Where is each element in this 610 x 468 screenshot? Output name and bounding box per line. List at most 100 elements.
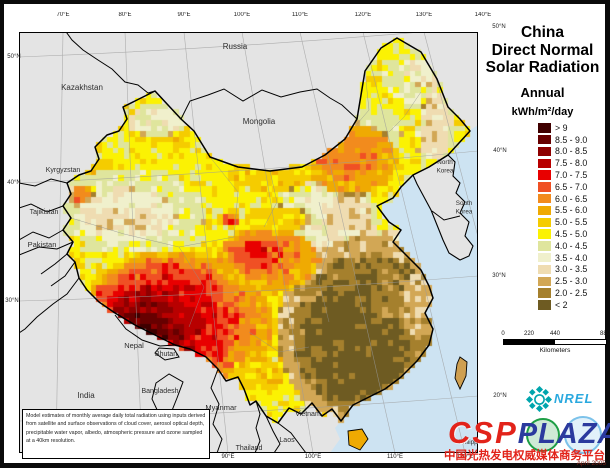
legend-swatch	[538, 300, 551, 310]
country-label-kyrgyzstan: Kyrgyzstan	[46, 167, 81, 174]
country-label-russia: Russia	[223, 42, 248, 51]
legend: > 9 8.5 - 9.0 8.0 - 8.5 7.5 - 8.0 7.0 - 7.5 6…	[538, 122, 587, 311]
legend-swatch	[538, 264, 551, 275]
tick-label: 100°E	[233, 12, 251, 18]
legend-label: < 2	[555, 299, 568, 310]
tick-label: 130°E	[415, 12, 433, 18]
map-area: Russia Kazakhstan Mongolia Kyrgyzstan Tajiki…	[19, 32, 478, 453]
scale-bar-tick: 880	[599, 331, 610, 337]
legend-swatch	[538, 182, 551, 192]
legend-label: 7.5 - 8.0	[555, 158, 588, 169]
legend-label: 8.0 - 8.5	[555, 146, 588, 157]
scale-bar-tick: 220	[523, 331, 535, 337]
country-label-vietnam: Vietnam	[295, 411, 321, 418]
legend-swatch	[538, 229, 551, 239]
legend-swatch	[538, 170, 551, 180]
tick-label: 80°E	[118, 12, 132, 18]
legend-label: 5.5 - 6.0	[555, 205, 588, 216]
green-seal-icon	[526, 418, 560, 452]
legend-swatch	[538, 217, 551, 227]
scale-bar-tick: 440	[549, 331, 561, 337]
legend-row: > 9	[538, 122, 587, 134]
tick-label: 40°N	[7, 180, 21, 186]
plaza-wordmark: PLAZA	[517, 418, 610, 450]
country-label-myanmar: Myanmar	[205, 403, 237, 412]
map-overlay-layer: Russia Kazakhstan Mongolia Kyrgyzstan Tajiki…	[19, 32, 478, 453]
map-date: April 2005	[576, 460, 606, 467]
title-line3: Solar Radiation	[485, 59, 600, 76]
country-labels: Russia Kazakhstan Mongolia Kyrgyzstan Tajiki…	[28, 42, 478, 452]
country-borders	[19, 32, 461, 453]
tick-label: 50°N	[492, 24, 506, 30]
nrel-sun-icon	[525, 385, 553, 413]
watermark-tagline: 中国光热发电权威媒体商务平台	[444, 450, 605, 462]
title-line1: China	[520, 24, 565, 41]
legend-label: 2.0 - 2.5	[555, 288, 588, 299]
scale-bar-tick: 0	[501, 331, 505, 337]
scale-bar-filled-segment	[504, 340, 555, 344]
tick-label: 50°N	[7, 54, 21, 60]
legend-label: 5.0 - 5.5	[555, 217, 588, 228]
tick-label: 30°N	[5, 298, 19, 304]
graticule	[19, 32, 478, 453]
country-label-laos: Laos	[279, 437, 295, 444]
legend-row: 8.5 - 9.0	[538, 134, 587, 146]
legend-swatch	[538, 276, 551, 286]
tick-label: 120°E	[456, 454, 474, 460]
legend-label: 4.0 - 4.5	[555, 240, 588, 251]
legend-label: 6.5 - 7.0	[555, 181, 588, 192]
legend-row: 7.5 - 8.0	[538, 157, 587, 169]
tick-label: 90°E	[221, 454, 235, 460]
country-label-north-korea: North Korea	[437, 159, 454, 174]
legend-swatch	[538, 194, 551, 204]
blue-seal-icon	[564, 416, 602, 454]
country-label-south-korea: South Korea	[456, 200, 473, 215]
legend-label: 8.5 - 9.0	[555, 134, 588, 145]
legend-row: 4.5 - 5.0	[538, 228, 587, 240]
scale-bar-track	[503, 339, 607, 345]
title-line2: Direct Normal	[491, 41, 594, 59]
legend-swatch	[538, 253, 551, 263]
legend-swatch	[538, 241, 551, 251]
legend-row: 2.5 - 3.0	[538, 275, 587, 287]
legend-label: > 9	[555, 122, 568, 133]
country-label-kazakhstan: Kazakhstan	[61, 83, 103, 92]
legend-row: 3.5 - 4.0	[538, 252, 587, 264]
scale-bar: 0 220 440 880 Kilometers	[501, 331, 610, 355]
country-label-tajikistan: Tajikistan	[30, 209, 59, 216]
legend-label: 7.0 - 7.5	[555, 170, 588, 181]
legend-row: 2.0 - 2.5	[538, 287, 587, 299]
legend-swatch	[538, 146, 551, 157]
tick-label: 110°E	[292, 12, 308, 18]
country-label-bangladesh: Bangladesh	[142, 388, 179, 395]
tick-label: 90°E	[177, 12, 191, 18]
country-label-philippines: Philippines	[459, 439, 478, 446]
csp-plaza-watermark: CSPPLAZA 中国光热发电权威媒体商务平台 April 2005	[444, 415, 610, 468]
map-title: China Direct Normal Solar Radiation	[482, 24, 603, 77]
legend-row: 4.0 - 4.5	[538, 240, 587, 252]
legend-row: 5.5 - 6.0	[538, 205, 587, 217]
legend-row: 7.0 - 7.5	[538, 169, 587, 181]
country-label-pakistan: Pakistan	[28, 240, 57, 249]
province-borders	[70, 70, 422, 353]
country-label-bhutan: Bhutan	[155, 351, 177, 358]
legend-row: 5.0 - 5.5	[538, 216, 587, 228]
nrel-wordmark: NREL	[554, 391, 594, 406]
tick-label: 110°E	[387, 454, 403, 460]
legend-label: 6.0 - 6.5	[555, 193, 588, 204]
legend-swatch	[538, 158, 551, 168]
legend-swatch	[538, 288, 551, 298]
tick-label: 20°N	[493, 393, 507, 399]
tick-label: 40°N	[493, 148, 507, 154]
country-label-india: India	[77, 391, 95, 400]
legend-row: 8.0 - 8.5	[538, 146, 587, 158]
legend-label: 2.5 - 3.0	[555, 276, 588, 287]
legend-label: 4.5 - 5.0	[555, 229, 588, 240]
legend-label: 3.0 - 3.5	[555, 264, 588, 275]
tick-label: 140°E	[474, 12, 492, 18]
csp-wordmark: CSP	[448, 415, 518, 450]
legend-units: kWh/m²/day	[511, 106, 574, 118]
map-frame	[19, 32, 478, 453]
legend-label: 3.5 - 4.0	[555, 252, 588, 263]
